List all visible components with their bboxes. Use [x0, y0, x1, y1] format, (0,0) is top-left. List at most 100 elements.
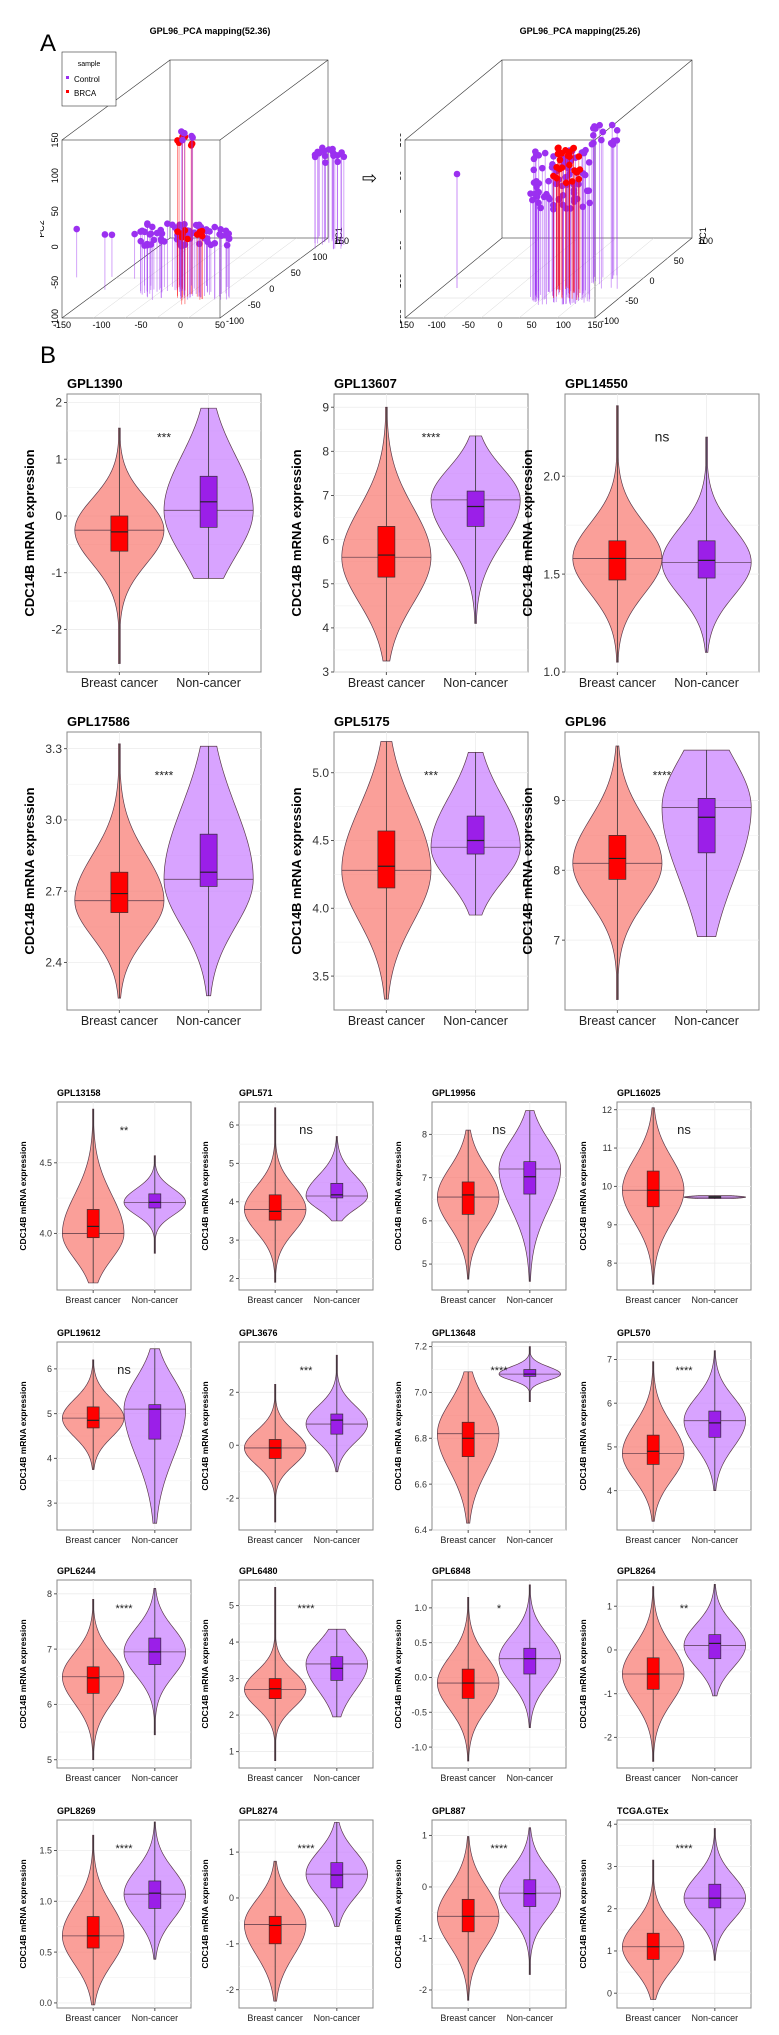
y-tick-label: 6: [47, 1364, 52, 1374]
violin-svg: GPL3676 -2 0 2 CDC14B mRNA expression Breast …: [200, 1328, 374, 1545]
x-tick-label: Non-cancer: [507, 1295, 554, 1305]
violin-chart: TCGA.GTEx 0 1 2 3 4 CDC14B mRNA expression Brea…: [570, 1800, 755, 2030]
box-iqr: [86, 1209, 100, 1239]
pca-point: [564, 152, 572, 160]
panel-label-a: A: [40, 30, 57, 57]
y-tick-label: 2: [229, 1274, 234, 1284]
box-iqr: [461, 1421, 475, 1457]
y-axis-label: CDC14B mRNA expression: [578, 1859, 588, 1968]
chart-title: GPL887: [432, 1806, 466, 1816]
chart-title: GPL6848: [432, 1566, 471, 1576]
y-axis-label: CDC14B mRNA expression: [393, 1859, 403, 1968]
violin-non-cancer: [430, 435, 521, 624]
violin-non-cancer: [123, 1821, 186, 1960]
significance-label: ****: [490, 1843, 508, 1855]
pca-y-tick: -50: [50, 276, 60, 289]
violin-breast-cancer: [62, 1834, 125, 2006]
pca-point: [530, 155, 538, 163]
y-tick-label: 3.3: [45, 742, 62, 756]
y-tick-label: 5: [47, 1755, 52, 1765]
x-tick-label: Non-cancer: [692, 1535, 739, 1545]
significance-label: ***: [300, 1365, 314, 1377]
pca-point: [582, 146, 589, 154]
box-iqr: [466, 815, 485, 855]
x-tick-label: Non-cancer: [443, 676, 508, 690]
pca-point: [529, 196, 536, 204]
pca-point: [613, 127, 621, 134]
box-iqr: [148, 1193, 162, 1209]
x-tick-label: Breast cancer: [625, 1773, 681, 1783]
pca-plot-after: GPL96_PCA mapping(25.26) -150 -100 -50 0 50 10…: [379, 0, 760, 346]
box-iqr: [148, 1404, 162, 1440]
pca-point: [174, 137, 181, 144]
y-tick-label: 4: [322, 621, 329, 635]
chart-title: GPL8264: [617, 1566, 656, 1576]
y-axis-label: CDC14B mRNA expression: [289, 787, 304, 954]
x-tick-label: Non-cancer: [132, 1535, 179, 1545]
x-tick-label: Non-cancer: [314, 1535, 361, 1545]
pca-point: [591, 123, 598, 130]
y-tick-label: 3: [47, 1498, 52, 1508]
y-tick-label: -2: [604, 1733, 612, 1743]
y-tick-label: -1: [419, 1934, 427, 1944]
y-tick-label: 2: [607, 1904, 612, 1914]
y-tick-label: 10: [602, 1182, 612, 1192]
violin-breast-cancer: [62, 1108, 125, 1284]
pca-point: [211, 223, 219, 231]
pca-z-tick: 50: [674, 256, 684, 266]
significance-label: ns: [655, 428, 670, 444]
y-tick-label: 0.0: [414, 1673, 427, 1683]
pca-svg: GPL96_PCA mapping(52.36) -100 -50 0 50 100 150…: [36, 26, 349, 346]
violin-non-cancer: [305, 1136, 368, 1222]
y-axis-label: CDC14B mRNA expression: [393, 1141, 403, 1250]
pca-x-tick: 50: [527, 320, 537, 330]
x-tick-label: Non-cancer: [132, 1295, 179, 1305]
violin-non-cancer: [163, 745, 254, 997]
y-tick-label: 1: [607, 1946, 612, 1956]
violin-chart: GPL5175 3.5 4.0 4.5 5.0 CDC14B mRNA expressio…: [287, 708, 532, 1038]
violin-breast-cancer: [437, 1129, 500, 1280]
violin-chart: GPL96 7 8 9 CDC14B mRNA expression Breast can…: [518, 708, 763, 1038]
violin-svg: GPL13648 6.4 6.6 6.8 7.0 7.2 CDC14B mRNA expre…: [393, 1328, 567, 1545]
y-tick-label: 1.5: [543, 567, 560, 581]
y-tick-label: 0: [229, 1440, 234, 1450]
pca-point: [218, 232, 225, 239]
pca-x-tick: -100: [92, 320, 110, 330]
x-tick-label: Non-cancer: [692, 1295, 739, 1305]
chart-title: GPL13648: [432, 1328, 476, 1338]
significance-label: ****: [675, 1365, 693, 1377]
violin-breast-cancer: [74, 427, 165, 664]
significance-label: ***: [424, 768, 438, 782]
significance-label: ns: [492, 1122, 506, 1137]
box-iqr: [523, 1647, 537, 1675]
y-tick-label: 0: [607, 1645, 612, 1655]
chart-title: GPL17586: [67, 714, 130, 729]
chart-title: GPL19612: [57, 1328, 101, 1338]
pca-x-tick: -150: [53, 320, 71, 330]
pca-point: [562, 179, 570, 187]
pca-point: [188, 140, 196, 147]
violin-breast-cancer: [622, 1361, 685, 1522]
x-tick-label: Non-cancer: [176, 676, 241, 690]
y-tick-label: -1.0: [411, 1742, 427, 1752]
pca-x-tick: 0: [178, 320, 183, 330]
chart-title: GPL13158: [57, 1088, 101, 1098]
y-axis-label: CDC14B mRNA expression: [18, 1859, 28, 1968]
pca-point: [566, 161, 573, 169]
pca-point: [193, 231, 201, 238]
y-tick-label: 5: [229, 1159, 234, 1169]
violin-non-cancer: [683, 1584, 746, 1697]
violin-chart: GPL6244 5 6 7 8 CDC14B mRNA expression Breast …: [10, 1560, 195, 1790]
pca-point: [599, 128, 607, 136]
violin-non-cancer: [661, 436, 752, 653]
x-tick-label: Non-cancer: [674, 676, 739, 690]
pca-point: [537, 204, 544, 212]
x-tick-label: Breast cancer: [440, 1773, 496, 1783]
x-tick-label: Non-cancer: [132, 2013, 179, 2023]
y-tick-label: 3.0: [45, 813, 62, 827]
violin-chart: GPL3676 -2 0 2 CDC14B mRNA expression Breast …: [192, 1322, 377, 1552]
pca-z-tick: 100: [698, 236, 713, 246]
pca-points: [73, 128, 348, 305]
violin-chart: GPL13648 6.4 6.6 6.8 7.0 7.2 CDC14B mRNA expre…: [385, 1322, 570, 1552]
y-axis-label: CDC14B mRNA expression: [520, 787, 535, 954]
